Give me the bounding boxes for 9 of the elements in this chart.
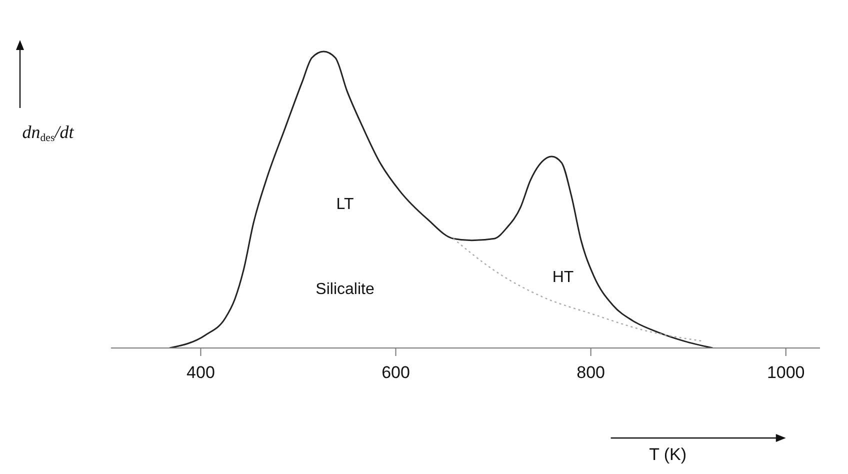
x-axis-title: T (K) bbox=[649, 445, 687, 464]
annotation: LT bbox=[336, 196, 354, 214]
y-axis-title: dn$_{des}$/dt bbox=[22, 122, 75, 144]
annotation: Silicalite bbox=[316, 281, 374, 299]
x-tick-label: 800 bbox=[576, 363, 606, 382]
x-tick-label: 600 bbox=[382, 363, 410, 382]
annotation: HT bbox=[552, 269, 574, 287]
x-tick-label: 1000 bbox=[766, 363, 805, 382]
x-tick-label: 400 bbox=[186, 363, 215, 382]
